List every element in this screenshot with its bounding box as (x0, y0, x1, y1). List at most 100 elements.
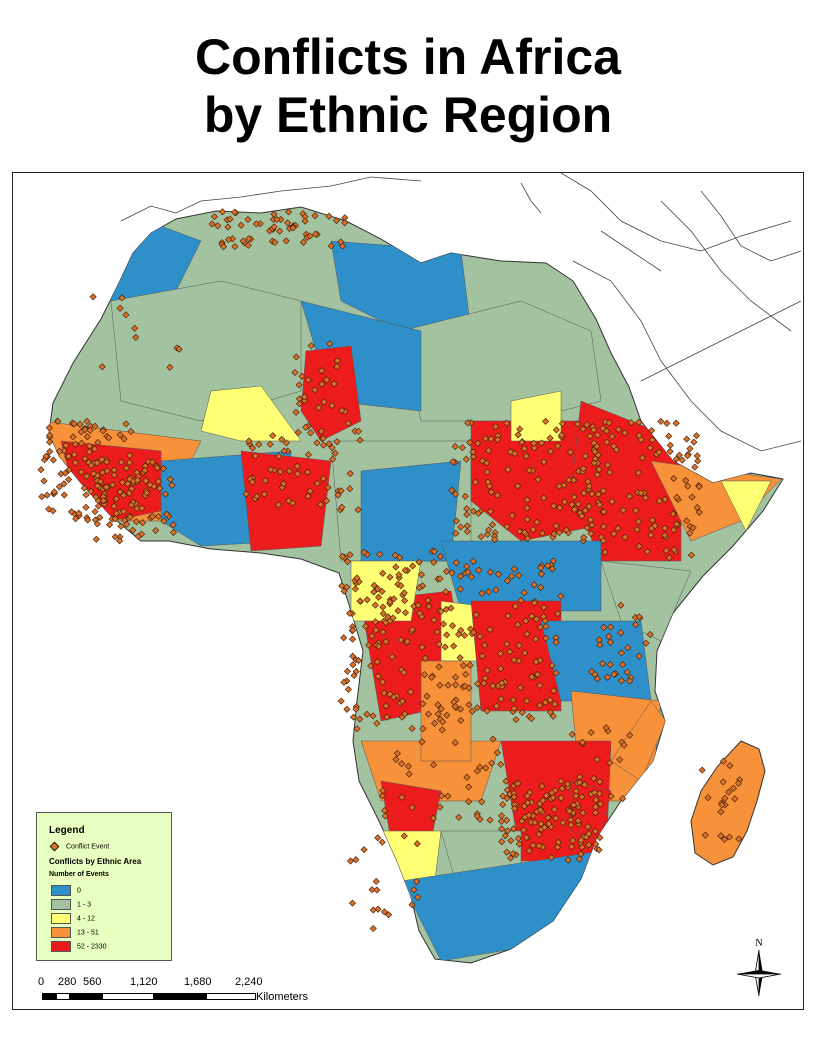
conflict-event-marker (574, 817, 582, 825)
conflict-event-marker (368, 886, 376, 894)
conflict-event-marker (379, 610, 387, 618)
conflict-event-marker (126, 513, 134, 521)
conflict-event-marker (154, 512, 162, 520)
conflict-event-marker (337, 697, 345, 705)
conflict-event-marker (329, 455, 337, 463)
conflict-event-marker (434, 710, 442, 718)
conflict-event-marker (43, 491, 51, 499)
conflict-event-marker (725, 788, 733, 796)
conflict-event-marker (471, 478, 480, 486)
conflict-event-marker (544, 813, 552, 822)
conflict-event-marker (617, 629, 625, 637)
conflict-event-marker (346, 609, 354, 617)
conflict-event-marker (374, 585, 382, 593)
conflict-event-marker (524, 799, 532, 807)
conflict-event-marker (606, 638, 615, 646)
conflict-event-marker (584, 823, 592, 831)
conflict-event-marker (486, 625, 494, 634)
conflict-event-marker (401, 609, 410, 617)
legend-class-2: 4 - 12 (51, 913, 95, 924)
conflict-event-marker (695, 508, 703, 516)
conflict-event-marker (565, 807, 574, 815)
conflict-event-marker (534, 670, 542, 679)
conflict-event-marker (477, 533, 485, 541)
conflict-event-marker (625, 492, 634, 500)
conflict-event-marker (599, 487, 607, 495)
conflict-event-marker (701, 831, 709, 839)
conflict-event-marker (153, 464, 161, 472)
conflict-event-marker (143, 489, 151, 497)
conflict-event-marker (501, 832, 509, 840)
conflict-event-marker (455, 813, 463, 821)
conflict-event-marker (555, 482, 563, 490)
conflict-event-marker (175, 345, 183, 353)
conflict-event-marker (596, 834, 604, 842)
conflict-event-marker (392, 563, 400, 571)
conflict-event-marker (591, 448, 599, 456)
conflict-event-marker (481, 674, 489, 682)
conflict-event-marker (562, 526, 570, 534)
conflict-event-marker (463, 527, 471, 536)
conflict-event-marker (661, 524, 669, 532)
conflict-event-marker (398, 697, 407, 705)
conflict-event-marker (606, 468, 614, 476)
conflict-event-marker (502, 777, 510, 785)
legend-class-0: 0 (51, 885, 81, 896)
conflict-event-marker (469, 453, 477, 461)
conflict-event-marker (439, 620, 448, 628)
conflict-event-marker (474, 680, 482, 688)
conflict-event-marker (719, 757, 727, 765)
conflict-event-marker (637, 489, 645, 497)
conflict-event-marker (337, 238, 345, 246)
conflict-event-marker (92, 535, 100, 543)
conflict-event-marker (514, 431, 522, 439)
conflict-event-marker (340, 678, 348, 686)
ethnic-region (200, 385, 302, 442)
conflict-event-marker (533, 518, 541, 526)
conflict-event-marker (56, 447, 64, 455)
conflict-event-marker (578, 738, 586, 746)
conflict-event-marker (456, 585, 465, 593)
conflict-event-marker (369, 924, 377, 933)
conflict-event-marker (530, 444, 538, 452)
conflict-event-marker (538, 782, 546, 790)
conflict-event-marker (554, 838, 562, 846)
conflict-event-marker (493, 491, 501, 499)
conflict-event-marker (444, 681, 452, 689)
conflict-event-marker (633, 525, 641, 534)
conflict-event-marker (430, 761, 438, 769)
conflict-event-marker (561, 498, 569, 506)
conflict-event-marker (301, 213, 309, 221)
conflict-event-marker (451, 490, 460, 498)
legend-swatch (51, 899, 71, 910)
conflict-event-marker (478, 652, 486, 660)
conflict-event-marker (82, 491, 90, 499)
conflict-event-marker (106, 521, 114, 529)
conflict-event-marker (617, 649, 626, 657)
conflict-event-marker (635, 652, 643, 660)
conflict-event-marker (548, 565, 556, 573)
conflict-event-marker (686, 529, 694, 537)
conflict-event-marker (349, 661, 357, 669)
conflict-event-marker (515, 641, 523, 649)
conflict-event-marker (486, 568, 495, 576)
conflict-event-marker (461, 682, 469, 690)
conflict-event-marker (93, 482, 102, 490)
conflict-event-marker (566, 448, 575, 456)
conflict-event-marker (509, 825, 518, 833)
conflict-event-marker (55, 483, 63, 491)
conflict-event-marker (438, 726, 446, 734)
conflict-event-marker (720, 835, 729, 843)
conflict-event-marker (540, 823, 549, 831)
legend-class-label: 13 - 51 (77, 929, 99, 937)
conflict-event-marker (531, 818, 539, 827)
conflict-event-marker (267, 466, 275, 474)
conflict-event-marker (414, 893, 422, 901)
conflict-event-marker (580, 489, 588, 497)
conflict-event-marker (318, 367, 326, 375)
conflict-event-marker (390, 595, 398, 603)
conflict-event-marker (585, 830, 593, 838)
conflict-event-marker (386, 598, 394, 606)
conflict-event-marker (487, 435, 495, 443)
ethnic-region (49, 207, 202, 302)
